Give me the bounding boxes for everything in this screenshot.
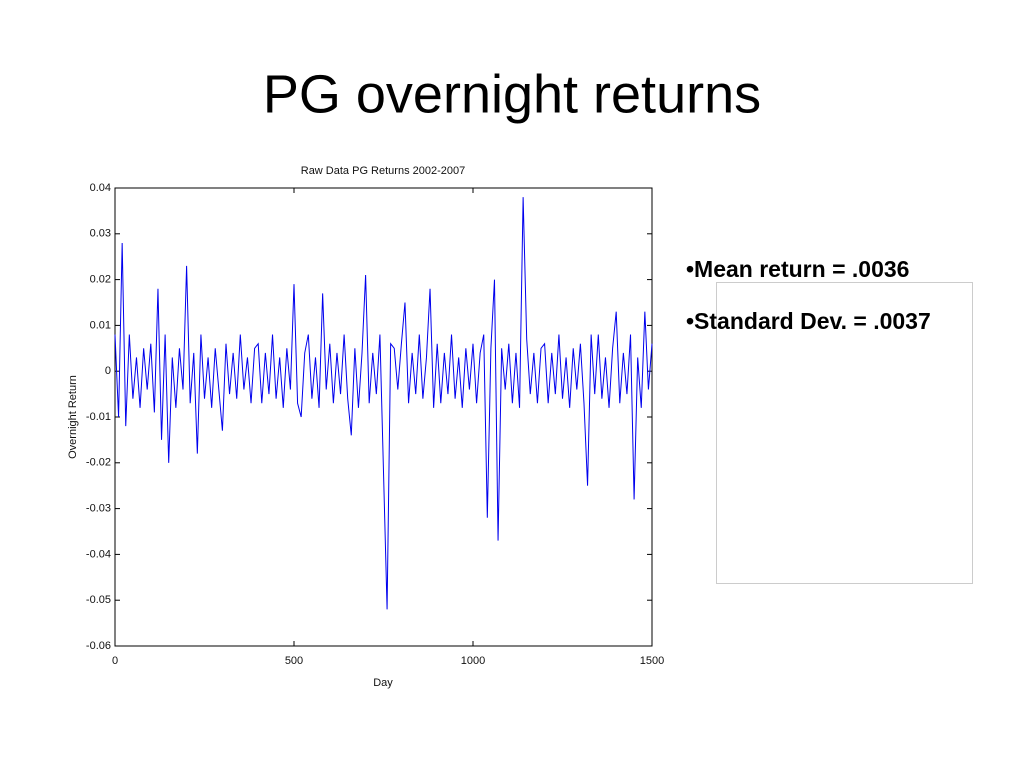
y-tick-label: 0.03 — [90, 228, 111, 240]
y-tick-label: 0 — [105, 365, 111, 377]
y-tick-label: -0.03 — [86, 503, 111, 515]
x-tick-label: 1000 — [461, 655, 485, 667]
x-tick-label: 1500 — [640, 655, 664, 667]
y-tick-label: -0.04 — [86, 548, 111, 560]
y-tick-label: -0.06 — [86, 640, 111, 652]
x-axis-label: Day — [373, 677, 393, 689]
chart-title: Raw Data PG Returns 2002-2007 — [301, 165, 465, 177]
slide-title: PG overnight returns — [263, 64, 761, 124]
x-tick-label: 0 — [112, 655, 118, 667]
x-tick-label: 500 — [285, 655, 303, 667]
y-tick-label: -0.01 — [86, 411, 111, 423]
data-line — [114, 197, 653, 610]
y-tick-label: 0.01 — [90, 319, 111, 331]
y-tick-label: 0.02 — [90, 274, 111, 286]
y-tick-label: 0.04 — [90, 182, 111, 194]
bullet: •Mean return = .0036 — [686, 256, 909, 282]
y-axis-label: Overnight Return — [67, 375, 79, 459]
y-tick-label: -0.02 — [86, 457, 111, 469]
bullet: •Standard Dev. = .0037 — [686, 308, 931, 334]
frame — [716, 282, 973, 584]
y-tick-label: -0.05 — [86, 594, 111, 606]
